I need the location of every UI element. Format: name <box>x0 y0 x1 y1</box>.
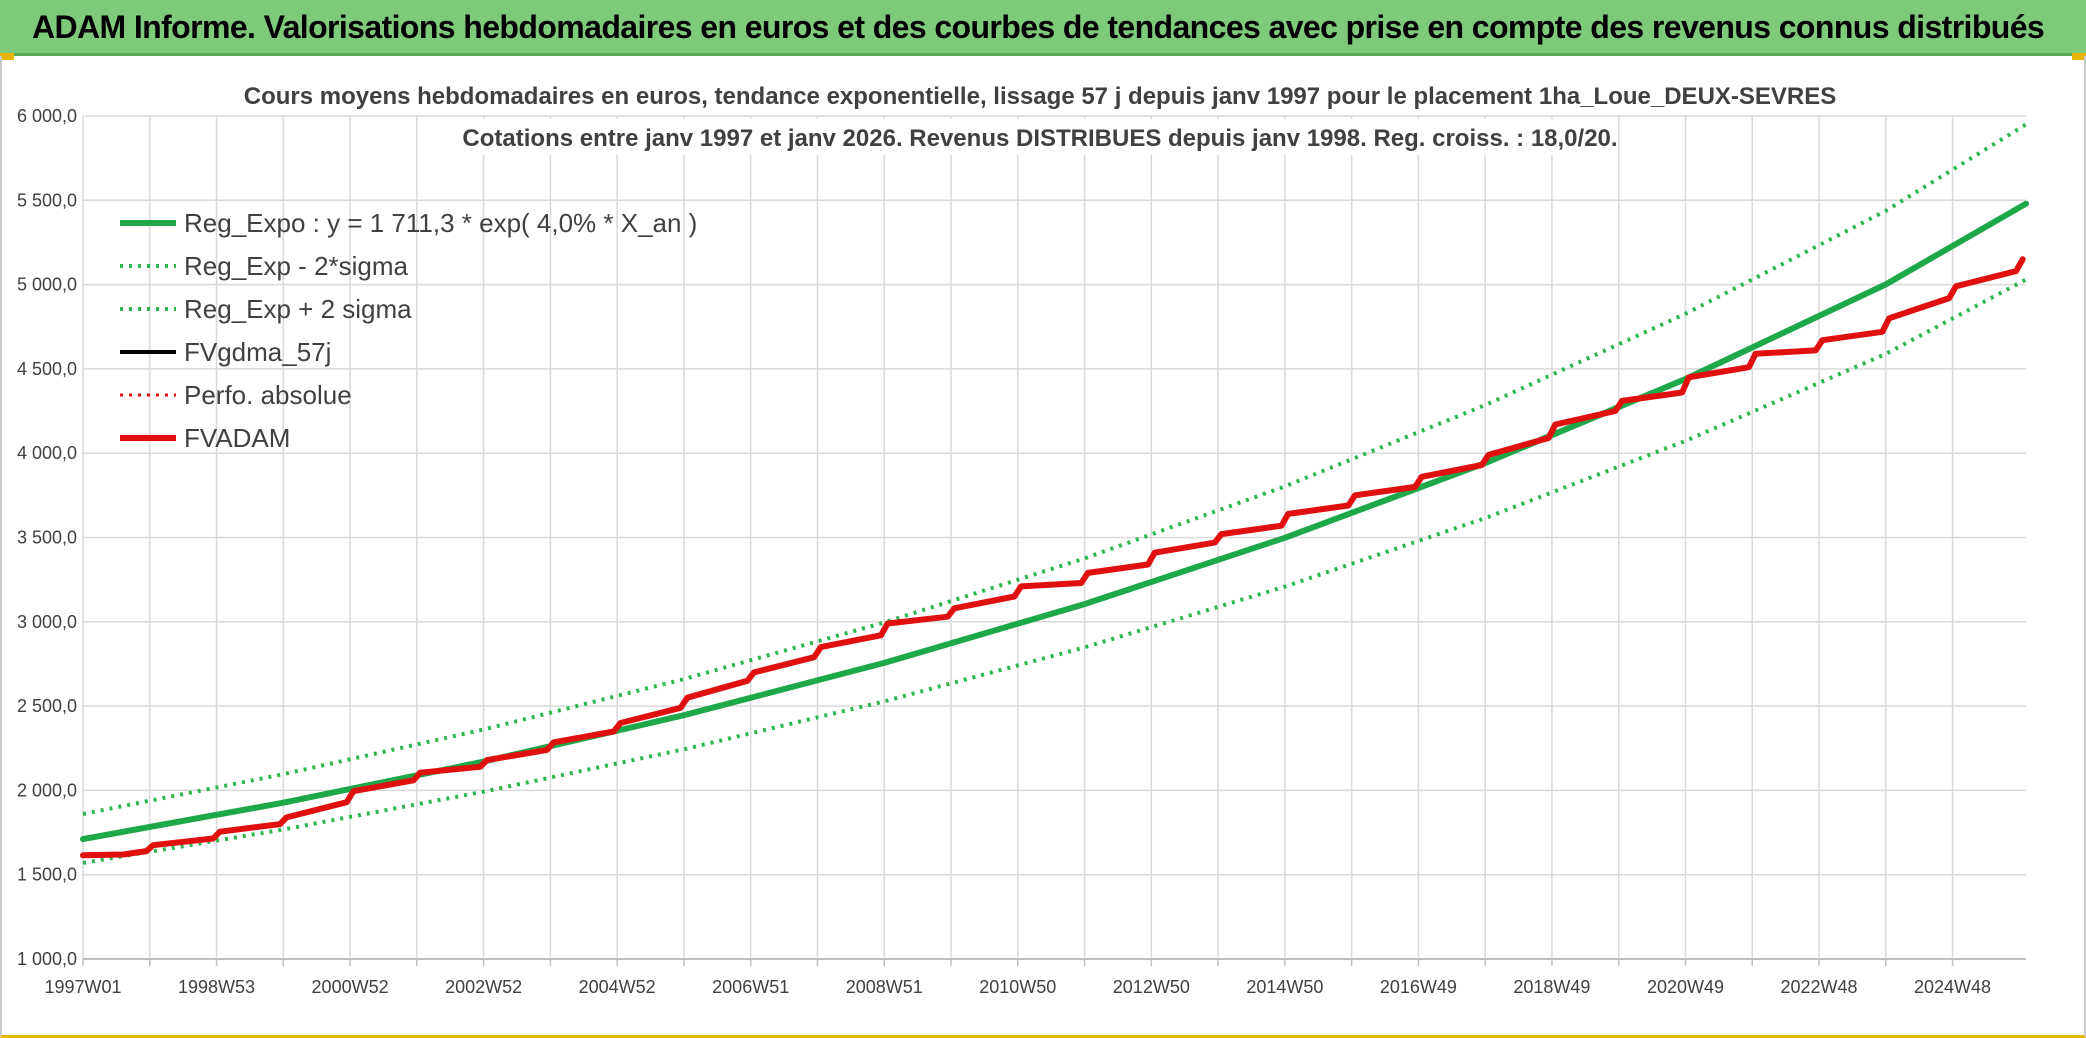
grid-layer <box>82 115 2026 960</box>
y-tick-label: 5 000,0 <box>17 275 77 295</box>
x-tick-label: 2002W52 <box>445 977 522 997</box>
chart-title-line-1: Cours moyens hebdomadaires en euros, ten… <box>244 83 1837 110</box>
valuation-chart: 1 000,0 1 500,0 2 000,0 2 500,0 3 000,0 3 500… <box>17 77 2029 997</box>
x-tick-label: 2014W50 <box>1246 977 1323 997</box>
series-line-3 <box>81 257 2025 858</box>
y-tick-label: 4 500,0 <box>17 359 77 379</box>
y-tick-label: 3 000,0 <box>17 612 77 632</box>
corner-marker-right <box>2072 53 2086 60</box>
y-tick-label: 2 000,0 <box>17 780 77 800</box>
x-tick-label: 2020W49 <box>1647 977 1724 997</box>
chart-title-line-2: Cotations entre janv 1997 et janv 2026. … <box>462 125 1617 152</box>
x-tick-label: 2000W52 <box>312 977 389 997</box>
x-tick-label: 2018W49 <box>1513 977 1590 997</box>
legend-label: FVADAM <box>184 423 290 453</box>
chart-frame <box>0 56 2086 1038</box>
x-tick-label: 2008W51 <box>846 977 923 997</box>
y-tick-label: 5 500,0 <box>17 190 77 210</box>
x-tick-label: 1997W01 <box>44 977 121 997</box>
legend: Reg_Expo : y = 1 711,3 * exp( 4,0% * X_a… <box>120 208 697 453</box>
title-line-1-bg <box>262 77 1820 113</box>
y-tick-label: 3 500,0 <box>17 528 77 548</box>
y-tick-label: 2 500,0 <box>17 696 77 716</box>
axis-layer: 1 000,0 1 500,0 2 000,0 2 500,0 3 000,0 3 500… <box>17 106 2026 997</box>
x-tick-label: 1998W53 <box>178 977 255 997</box>
x-tick-label: 2016W49 <box>1380 977 1457 997</box>
series-layer <box>80 122 2029 865</box>
report-banner: ADAM Informe. Valorisations hebdomadaire… <box>0 0 2086 56</box>
title-line-2-bg <box>472 119 1608 155</box>
report-title: ADAM Informe. Valorisations hebdomadaire… <box>32 9 2045 45</box>
x-tick-label: 2024W48 <box>1914 977 1991 997</box>
x-tick-label: 2006W51 <box>712 977 789 997</box>
chart-title-block: Cours moyens hebdomadaires en euros, ten… <box>244 77 1837 155</box>
legend-label: Reg_Exp + 2 sigma <box>184 294 412 324</box>
legend-label: Reg_Exp - 2*sigma <box>184 251 409 281</box>
series-line-5 <box>80 256 2026 859</box>
x-tick-label: 2022W48 <box>1780 977 1857 997</box>
y-tick-label: 6 000,0 <box>17 106 77 126</box>
x-tick-label: 2010W50 <box>979 977 1056 997</box>
x-tick-label: 2012W50 <box>1113 977 1190 997</box>
x-tick-label: 2004W52 <box>579 977 656 997</box>
legend-label: Perfo. absolue <box>184 380 352 410</box>
legend-label: Reg_Expo : y = 1 711,3 * exp( 4,0% * X_a… <box>184 208 697 238</box>
series-line-4 <box>82 258 2025 857</box>
legend-label: FVgdma_57j <box>184 337 331 367</box>
corner-marker-left <box>0 53 14 60</box>
y-tick-label: 1 000,0 <box>17 949 77 969</box>
y-tick-label: 1 500,0 <box>17 865 77 885</box>
y-tick-label: 4 000,0 <box>17 443 77 463</box>
